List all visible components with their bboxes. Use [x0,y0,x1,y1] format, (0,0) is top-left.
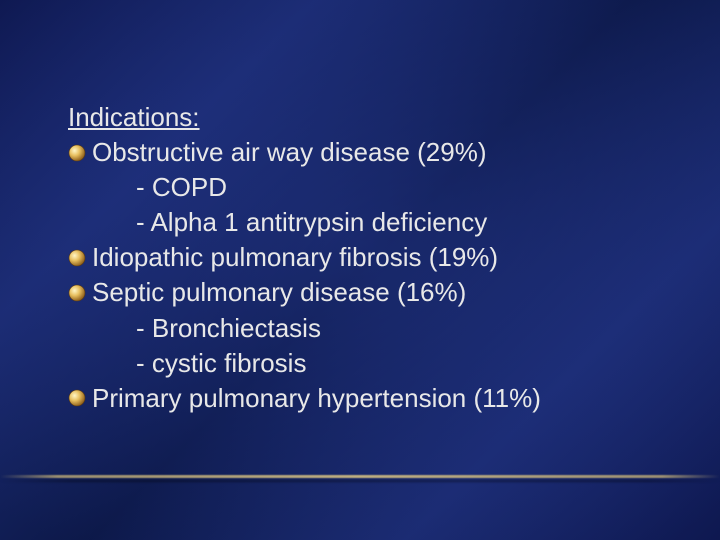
sub-item: - COPD [68,170,680,205]
bullet-icon [68,284,86,302]
bullet-item: Obstructive air way disease (29%) [68,135,680,170]
bullet-text: Obstructive air way disease (29%) [92,135,486,170]
bullet-icon [68,389,86,407]
bullet-item: Idiopathic pulmonary fibrosis (19%) [68,240,680,275]
decorative-underline-shadow [0,480,720,482]
bullet-item: Primary pulmonary hypertension (11%) [68,381,680,416]
bullet-text: Primary pulmonary hypertension (11%) [92,381,541,416]
decorative-underline [0,475,720,478]
content-block: Indications: Obstructive air way disease… [68,100,680,416]
bullet-text: Septic pulmonary disease (16%) [92,275,466,310]
sub-item: - Bronchiectasis [68,311,680,346]
bullet-item: Septic pulmonary disease (16%) [68,275,680,310]
heading-indications: Indications: [68,100,680,135]
slide: Indications: Obstructive air way disease… [0,0,720,540]
bullet-icon [68,144,86,162]
sub-item: - Alpha 1 antitrypsin deficiency [68,205,680,240]
bullet-icon [68,249,86,267]
sub-item: - cystic fibrosis [68,346,680,381]
bullet-text: Idiopathic pulmonary fibrosis (19%) [92,240,498,275]
